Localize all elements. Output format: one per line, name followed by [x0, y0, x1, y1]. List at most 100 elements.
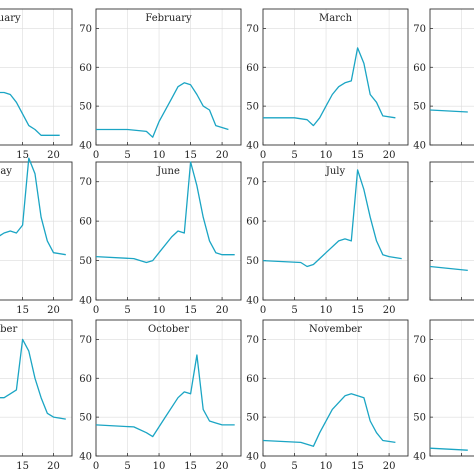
chart-panel: 40 50 60 70: [413, 8, 474, 152]
x-tick-label: 20: [47, 461, 60, 472]
x-tick-label: 5: [291, 461, 297, 472]
y-tick-label: 70: [79, 335, 92, 346]
series-line: [95, 161, 235, 264]
x-tick-label: 15: [16, 150, 29, 161]
chart-title: June: [156, 166, 180, 177]
x-tick-label: 10: [320, 461, 333, 472]
x-tick-label: 0: [93, 461, 99, 472]
y-tick-label: 40: [79, 452, 92, 463]
x-tick-label: 10: [320, 150, 333, 161]
y-tick-label: 50: [413, 102, 426, 113]
x-tick-label: 5: [291, 305, 297, 316]
plot-frame: [0, 319, 73, 457]
plot-frame: [262, 319, 409, 457]
x-tick-label: 15: [16, 305, 29, 316]
y-tick-label: 60: [246, 217, 259, 228]
x-tick-label: 5: [124, 150, 130, 161]
y-tick-label: 40: [246, 296, 259, 307]
y-tick-label: 40: [246, 141, 259, 152]
x-tick-label: 15: [184, 461, 197, 472]
x-tick-label: 15: [16, 461, 29, 472]
chart-title: October: [148, 324, 189, 335]
series-line: [429, 447, 468, 451]
y-tick-label: 60: [413, 63, 426, 74]
y-tick-label: 50: [413, 413, 426, 424]
chart-panel: 0 5 10 15 20 40 50 60 70 July: [246, 161, 409, 316]
y-tick-label: 40: [413, 452, 426, 463]
x-tick-label: 15: [351, 150, 364, 161]
y-tick-label: 60: [246, 374, 259, 385]
chart-title: January: [0, 13, 21, 24]
y-tick-label: 50: [79, 102, 92, 113]
y-tick-label: 50: [79, 413, 92, 424]
y-tick-label: 70: [413, 24, 426, 35]
series-line: [429, 109, 468, 113]
series-line: [262, 393, 396, 447]
chart-panel: 0 5 10 15 20 40 50 60 70 June: [79, 161, 242, 316]
y-tick-label: 60: [246, 63, 259, 74]
y-tick-label: 40: [413, 141, 426, 152]
x-tick-label: 10: [153, 305, 166, 316]
x-tick-label: 0: [260, 150, 266, 161]
series-line: [263, 47, 396, 127]
x-tick-label: 20: [216, 305, 229, 316]
y-tick-label: 70: [79, 24, 92, 35]
plot-frame: [429, 319, 474, 457]
chart-title: March: [319, 13, 353, 24]
plot-frame: [262, 161, 409, 301]
series-line: [96, 82, 229, 138]
y-tick-label: 50: [246, 102, 259, 113]
y-tick-label: 70: [413, 335, 426, 346]
y-tick-label: 70: [246, 335, 259, 346]
chart-panel: 0 5 10 15 20 40 50 60 70 November: [246, 319, 409, 472]
y-tick-label: 40: [79, 141, 92, 152]
chart-panel: 15 20 May: [0, 157, 73, 316]
chart-panel: [429, 161, 474, 301]
chart-title: November: [309, 324, 362, 335]
x-tick-label: 10: [153, 150, 166, 161]
chart-panel: 40 50 60 70: [413, 319, 474, 463]
plot-frame: [262, 8, 409, 146]
y-tick-label: 70: [246, 24, 259, 35]
x-tick-label: 0: [260, 461, 266, 472]
y-tick-label: 70: [79, 177, 92, 188]
y-tick-label: 50: [246, 413, 259, 424]
x-tick-label: 5: [291, 150, 297, 161]
series-line: [95, 354, 235, 438]
chart-title: February: [145, 13, 192, 24]
x-tick-label: 20: [383, 461, 396, 472]
x-tick-label: 15: [184, 150, 197, 161]
x-tick-label: 0: [93, 305, 99, 316]
plot-frame: [429, 8, 474, 146]
chart-panel: 15 20 ember: [0, 319, 73, 472]
plot-frame: [0, 8, 73, 146]
y-tick-label: 40: [246, 452, 259, 463]
series-line: [0, 338, 66, 420]
x-tick-label: 20: [383, 305, 396, 316]
y-tick-label: 50: [246, 256, 259, 267]
plot-frame: [0, 161, 73, 301]
x-tick-label: 0: [93, 150, 99, 161]
y-tick-label: 60: [413, 374, 426, 385]
chart-title: May: [0, 166, 12, 177]
plot-frame: [95, 161, 242, 301]
chart-panel: 0 5 10 15 20 40 50 60 70 October: [79, 319, 242, 472]
x-tick-label: 20: [216, 461, 229, 472]
x-tick-label: 0: [260, 305, 266, 316]
series-line: [262, 169, 402, 268]
y-tick-label: 60: [79, 374, 92, 385]
plot-frame: [429, 161, 474, 301]
y-tick-label: 60: [79, 63, 92, 74]
chart-panel: 15 20 January: [0, 8, 73, 161]
x-tick-label: 20: [47, 150, 60, 161]
y-tick-label: 60: [79, 217, 92, 228]
y-tick-label: 70: [246, 177, 259, 188]
y-tick-label: 40: [79, 296, 92, 307]
chart-title: July: [325, 166, 346, 177]
x-tick-label: 15: [351, 305, 364, 316]
y-tick-label: 50: [79, 256, 92, 267]
plot-frame: [95, 8, 242, 146]
chart-title: ember: [0, 324, 17, 335]
x-tick-label: 20: [47, 305, 60, 316]
